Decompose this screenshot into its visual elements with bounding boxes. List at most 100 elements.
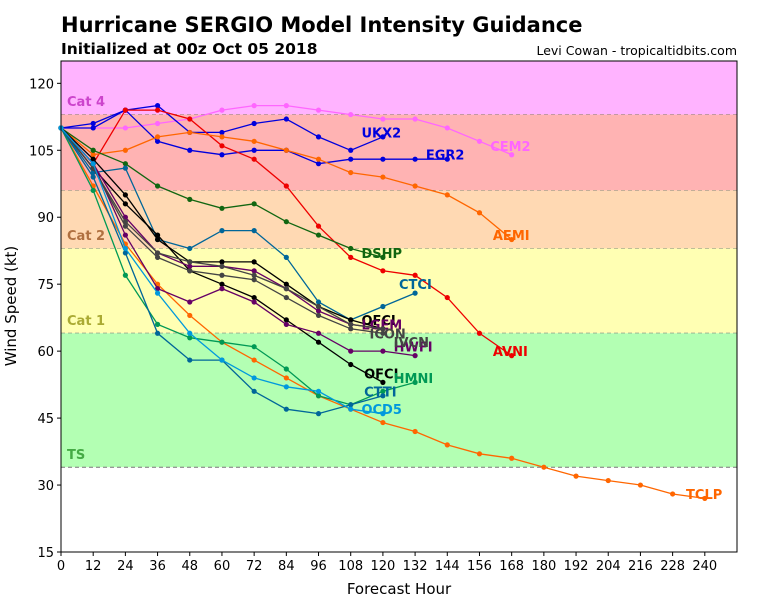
- data-point-ctti: [154, 330, 161, 336]
- band-label-cat-1: Cat 1: [67, 314, 105, 329]
- data-point-ivcn: [315, 303, 322, 310]
- data-point-tclp: [283, 375, 289, 381]
- data-point-icon: [315, 312, 322, 319]
- series-icon: ICON: [58, 125, 406, 342]
- series-label-cem2: CEM2: [490, 140, 530, 155]
- data-point-hmni: [154, 321, 161, 327]
- data-point-avni: [476, 330, 483, 336]
- y-axis-ticks: 15 30 45 60 75 90 105 120: [29, 77, 61, 561]
- x-tick-label: 144: [435, 559, 460, 574]
- data-point-hmni: [187, 335, 193, 341]
- series-label-ocd5: OCD5: [361, 403, 401, 418]
- series-ivcn: IVCN: [58, 125, 429, 351]
- series-label-ukx2: UKX2: [361, 126, 401, 141]
- data-point-ivcn: [348, 321, 354, 327]
- data-point-hwfi: [380, 348, 386, 354]
- data-point-ivcn: [283, 286, 289, 292]
- data-point-ocd5: [380, 411, 386, 417]
- series-label-ivcn: IVCN: [394, 336, 429, 351]
- data-point-egr2: [315, 161, 322, 167]
- x-tick-label: 216: [628, 559, 653, 574]
- data-point-aemi: [412, 183, 418, 189]
- data-point-ctci: [283, 254, 289, 260]
- data-point-ofcl: [154, 232, 161, 238]
- series-hwfi: HWFI: [58, 125, 433, 359]
- data-point-ofci: [154, 236, 161, 243]
- data-point-tclp: [380, 419, 386, 426]
- data-point-cem2: [412, 116, 418, 122]
- data-point-aemi: [90, 152, 96, 158]
- data-point-cem2: [348, 111, 354, 118]
- data-point-aemi: [187, 129, 193, 136]
- data-point-tclp: [476, 451, 483, 457]
- series-label-ctti: CTTI: [364, 385, 396, 400]
- data-point-ocd5: [187, 330, 193, 336]
- data-point-ofci: [122, 192, 128, 198]
- data-point-egr2: [251, 147, 257, 153]
- data-point-cem2: [476, 138, 483, 144]
- data-point-ctci: [219, 228, 225, 234]
- data-point-tclp: [573, 473, 579, 479]
- data-point-tclp: [605, 477, 611, 484]
- data-point-avni: [154, 107, 161, 113]
- chart-title: Hurricane SERGIO Model Intensity Guidanc…: [61, 13, 582, 37]
- x-tick-label: 72: [246, 559, 263, 574]
- data-point-hmni: [315, 393, 322, 399]
- data-point-ukx2: [283, 116, 289, 122]
- data-point-ocd5: [251, 375, 257, 381]
- data-point-ofcl: [283, 317, 289, 323]
- data-point-ukx2: [348, 147, 354, 153]
- data-point-ctci: [315, 299, 322, 305]
- series-ofcl: OFCL: [58, 125, 402, 385]
- data-point-hmni: [283, 366, 289, 372]
- model-lines: CEM2 UKX2 EGR2 AVNI AEMI DSHP CTCI TCLP OFCI OFCL…: [58, 103, 722, 503]
- x-tick-label: 192: [564, 559, 589, 574]
- data-point-hwfi: [154, 286, 161, 292]
- data-point-ctti: [122, 250, 128, 256]
- series-ocd5: OCD5: [58, 125, 402, 418]
- data-point-cem2: [509, 152, 515, 158]
- data-point-ocd5: [348, 406, 354, 412]
- data-point-ctti: [90, 174, 96, 180]
- data-point-dshp: [219, 205, 225, 211]
- series-dshp: DSHP: [58, 125, 402, 262]
- data-point-ctti: [380, 393, 386, 399]
- data-point-aemi: [122, 147, 128, 153]
- chart-subtitle: Initialized at 00z Oct 05 2018: [61, 40, 317, 58]
- data-point-icon: [283, 294, 289, 301]
- data-point-ctti: [251, 388, 257, 394]
- series-label-ofcl: OFCL: [364, 367, 402, 382]
- data-point-hmni: [122, 272, 128, 278]
- y-tick-label: 60: [37, 345, 54, 360]
- data-point-egr2: [412, 156, 418, 162]
- data-point-cem2: [444, 125, 450, 131]
- data-point-avni: [219, 143, 225, 149]
- data-point-aemi: [251, 138, 257, 144]
- band-cat-4: [61, 61, 737, 115]
- data-point-tclp: [637, 482, 644, 488]
- band-cat-2: [61, 190, 737, 249]
- data-point-cem2: [154, 120, 161, 127]
- data-point-hmni: [412, 379, 418, 385]
- data-point-ctti: [348, 402, 354, 408]
- data-point-cem2: [219, 107, 225, 113]
- series-label-ofci: OFCI: [361, 314, 395, 329]
- x-axis-ticks: 0 12 24 36 48 60 72 84 96 108 120 132 144 156 168 180 19…: [57, 552, 717, 574]
- data-point-lgem: [187, 263, 193, 269]
- series-cem2: CEM2: [58, 103, 531, 158]
- data-point-hmni: [90, 187, 96, 194]
- data-point-ivcn: [187, 259, 193, 265]
- data-point-avni: [348, 254, 354, 260]
- y-tick-label: 15: [37, 546, 54, 561]
- data-point-icon: [251, 277, 257, 283]
- series-aemi: AEMI: [58, 125, 530, 244]
- x-tick-label: 108: [338, 559, 363, 574]
- x-axis-label: Forecast Hour: [347, 580, 452, 598]
- data-point-ocd5: [154, 290, 161, 296]
- data-point-ukx2: [219, 129, 225, 136]
- data-point-lgem: [251, 268, 257, 274]
- series-label-hmni: HMNI: [394, 372, 434, 387]
- band-cat-3: [61, 114, 737, 191]
- data-point-ctti: [283, 406, 289, 412]
